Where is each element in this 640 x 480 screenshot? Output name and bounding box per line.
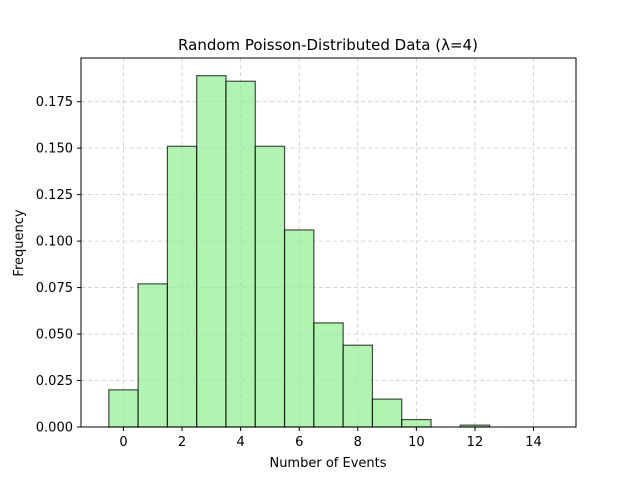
y-axis-ticks: 0.000 0.025 0.050 0.075 0.100 0.125 0.150 0.175 (36, 95, 81, 436)
x-tick-label: 12 (467, 435, 484, 450)
x-axis-label: Number of Events (269, 456, 386, 471)
histogram-bar-7 (313, 322, 344, 428)
y-tick-label: 0.175 (36, 95, 73, 110)
plot-area: 0 2 4 6 8 10 12 14 0.000 0.025 0.050 0.075 0.100 0.1… (36, 57, 577, 450)
y-tick-label: 0.125 (36, 188, 73, 203)
x-tick-label: 4 (236, 435, 244, 450)
y-tick-label: 0.000 (36, 421, 73, 436)
x-tick-label: 10 (408, 435, 425, 450)
chart-title: Random Poisson-Distributed Data (λ=4) (178, 36, 478, 54)
x-tick-label: 6 (295, 435, 303, 450)
y-tick-label: 0.075 (36, 281, 73, 296)
histogram-bar-0 (108, 389, 139, 428)
histogram-bar-1 (137, 283, 169, 428)
y-tick-label: 0.050 (36, 328, 73, 343)
histogram-bar-5 (254, 145, 286, 428)
histogram-bar-6 (283, 229, 315, 428)
x-tick-label: 0 (119, 435, 127, 450)
x-tick-label: 2 (178, 435, 186, 450)
y-tick-label: 0.025 (36, 374, 73, 389)
histogram-bar-2 (166, 145, 198, 428)
histogram-bar-8 (342, 344, 374, 428)
histogram-bar-3 (196, 75, 227, 428)
histogram-bars (108, 75, 491, 428)
axes-frame (80, 57, 577, 428)
histogram-bar-4 (225, 80, 256, 428)
x-axis-ticks: 0 2 4 6 8 10 12 14 (119, 427, 542, 450)
x-tick-label: 8 (354, 435, 362, 450)
y-axis-label: Frequency (12, 209, 27, 276)
histogram-bar-9 (371, 398, 403, 428)
histogram-bar-10 (401, 418, 432, 428)
x-tick-label: 14 (525, 435, 542, 450)
y-tick-label: 0.100 (36, 235, 73, 250)
y-tick-label: 0.150 (36, 142, 73, 157)
